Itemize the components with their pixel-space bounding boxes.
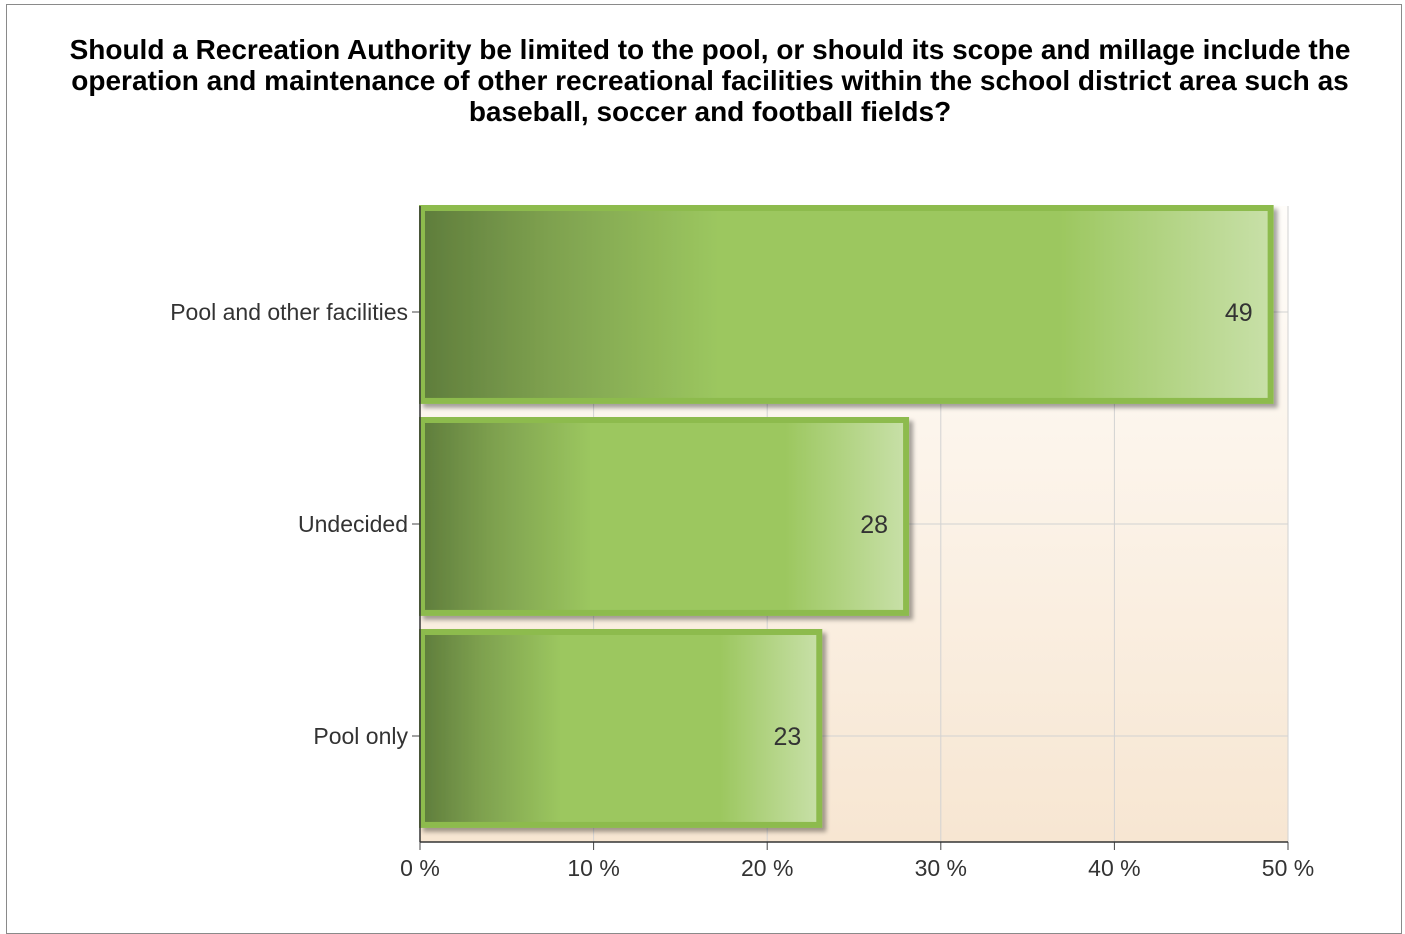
bar [419,629,823,828]
axes: 0 % 10 % 20 % 30 % 40 % 50 % Pool and other fa… [170,206,1314,881]
category-label: Pool only [313,723,408,749]
x-tick-label: 20 % [741,855,793,881]
data-label: 49 [1225,299,1253,327]
data-label: 28 [860,511,888,539]
x-tick-label: 50 % [1262,855,1314,881]
x-tick-label: 0 % [400,855,440,881]
x-tick-label: 10 % [567,855,619,881]
data-label: 23 [773,723,801,751]
category-label: Pool and other facilities [170,299,408,325]
bars: 49 28 23 [419,205,1274,828]
bar [419,417,910,616]
chart-title: Should a Recreation Authority be limited… [69,34,1351,127]
x-tick-label: 40 % [1088,855,1140,881]
category-label: Undecided [298,511,408,537]
x-tick-label: 30 % [915,855,967,881]
bar [419,205,1274,404]
